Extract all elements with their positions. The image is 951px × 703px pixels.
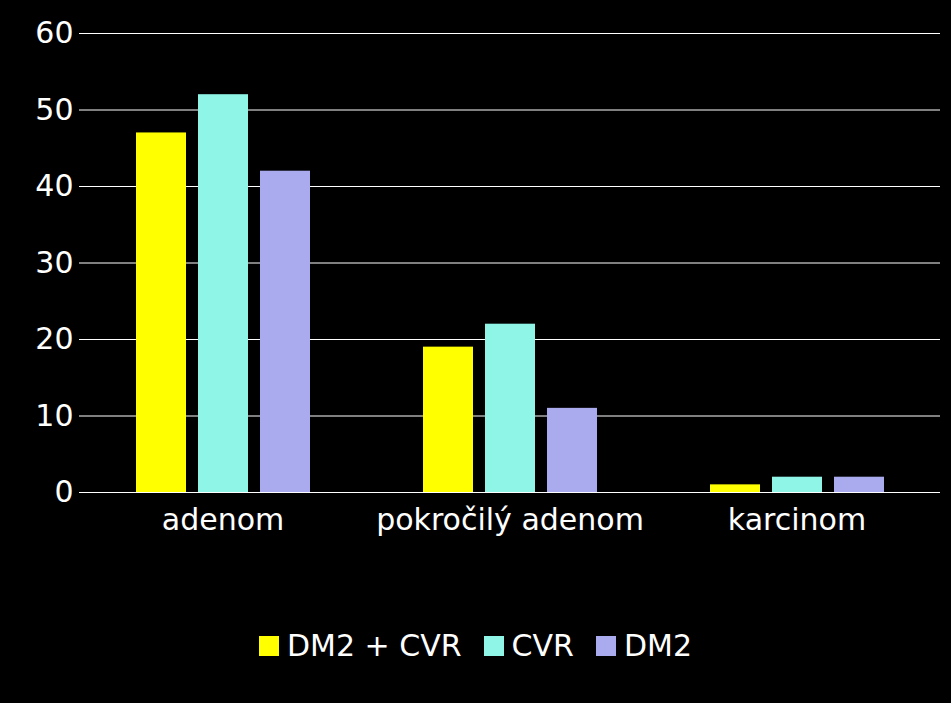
svg-text:60: 60 — [35, 15, 73, 50]
svg-text:50: 50 — [35, 92, 73, 127]
svg-text:karcinom: karcinom — [728, 502, 866, 537]
svg-text:pokročilý adenom: pokročilý adenom — [376, 502, 644, 537]
html-text:DM2 + CVR: DM2 + CVR — [287, 628, 462, 663]
html-text:DM2: DM2 — [623, 628, 692, 663]
svg-text:30: 30 — [35, 245, 73, 280]
svg-text:0: 0 — [54, 474, 73, 509]
svg-text:adenom: adenom — [162, 502, 284, 537]
svg-text:10: 10 — [35, 398, 73, 433]
svg-text:40: 40 — [35, 168, 73, 203]
svg-text:20: 20 — [35, 321, 73, 356]
html-text:CVR: CVR — [511, 628, 574, 663]
